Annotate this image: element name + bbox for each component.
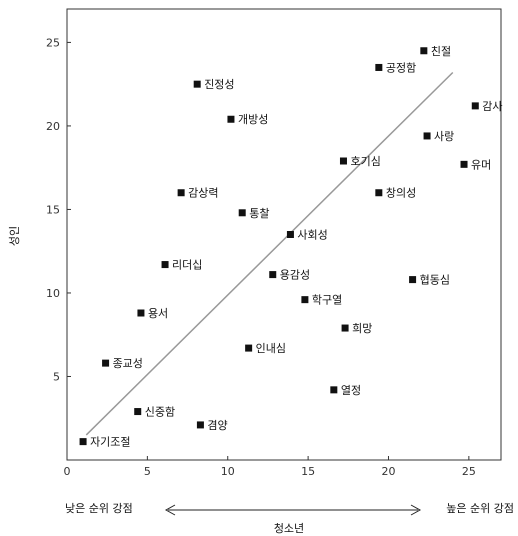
data-point-marker <box>227 115 235 123</box>
data-point-label: 종교성 <box>113 357 143 370</box>
data-point-label: 희망 <box>352 322 372 335</box>
data-point-marker <box>420 47 428 55</box>
data-point-label: 친절 <box>431 45 451 58</box>
data-point-label: 공정함 <box>386 61 416 74</box>
data-point-marker <box>375 63 383 71</box>
data-point-marker <box>134 408 142 416</box>
data-point-label: 진정성 <box>204 78 234 91</box>
data-point-marker <box>341 324 349 332</box>
data-point-label: 창의성 <box>386 187 416 200</box>
x-axis-title: 청소년 <box>274 522 304 535</box>
data-point-label: 호기심 <box>350 155 380 168</box>
x-tick-label: 0 <box>64 465 71 478</box>
data-point-marker <box>245 344 253 352</box>
x-tick-label: 15 <box>301 465 315 478</box>
data-point-label: 리더십 <box>172 259 202 272</box>
y-tick-label: 15 <box>46 203 60 216</box>
x-tick-label: 5 <box>144 465 151 478</box>
y-axis-title: 성인 <box>8 226 21 246</box>
data-point-label: 인내심 <box>256 342 286 355</box>
trend-line <box>85 71 454 436</box>
data-point-marker <box>460 160 468 168</box>
data-point-label: 감상력 <box>188 187 218 200</box>
data-point-marker <box>330 386 338 394</box>
plot-frame <box>66 8 502 461</box>
axis-ticks: 0 5 10 15 20 25 5 10 15 20 25 <box>46 36 476 478</box>
data-point-marker <box>339 157 347 165</box>
data-point-label: 열정 <box>341 384 361 397</box>
data-point-label: 유머 <box>471 158 491 171</box>
data-point-marker <box>375 189 383 197</box>
data-point-marker <box>286 231 294 238</box>
data-point-label: 용서 <box>148 307 168 320</box>
y-tick-label: 10 <box>46 287 60 300</box>
x-tick-label: 25 <box>462 465 476 478</box>
x-tick-label: 10 <box>221 465 235 478</box>
y-tick-label: 20 <box>46 120 60 133</box>
x-tick-label: 20 <box>381 465 395 478</box>
data-point-label: 겸양 <box>207 419 227 432</box>
y-tick-label: 25 <box>46 36 60 49</box>
data-point-label: 사랑 <box>434 130 454 143</box>
x-left-note: 낮은 순위 강점 <box>65 502 133 515</box>
data-point-label: 학구열 <box>312 294 342 307</box>
data-point-marker <box>193 80 201 88</box>
data-point-marker <box>196 421 204 429</box>
data-point-label: 통찰 <box>249 207 269 220</box>
data-point-marker <box>79 438 87 446</box>
data-point-marker <box>238 209 246 217</box>
data-point-label: 개방성 <box>238 113 268 126</box>
data-point-marker <box>301 296 309 304</box>
data-point-marker <box>161 261 169 269</box>
data-point-label: 신중함 <box>145 406 175 419</box>
data-point-label: 협동심 <box>420 274 450 287</box>
data-point-marker <box>471 102 479 110</box>
direction-arrow <box>164 504 422 516</box>
data-point-label: 용감성 <box>280 269 310 282</box>
y-tick-label: 5 <box>53 370 60 383</box>
data-point-marker <box>137 309 145 317</box>
data-point-marker <box>423 132 431 140</box>
data-point-marker <box>102 359 110 367</box>
data-point-label: 감사 <box>482 100 502 113</box>
data-point-label: 사회성 <box>297 229 327 242</box>
data-point-label: 자기조절 <box>90 436 130 449</box>
data-point-marker <box>269 271 277 279</box>
data-point-marker <box>409 276 417 284</box>
x-right-note: 높은 순위 강점 <box>446 502 514 515</box>
data-point-marker <box>177 189 185 197</box>
